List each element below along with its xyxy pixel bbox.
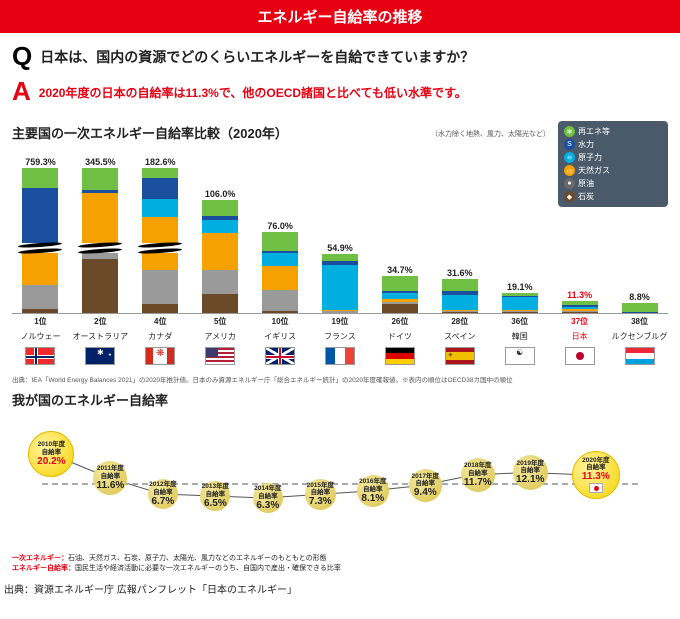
flag-icon: ❋ xyxy=(145,347,175,365)
legend: ✻再エネ等S水力⚛原子力▭天然ガス●原油◆石炭 xyxy=(558,121,668,207)
bar-column: 182.6% xyxy=(132,157,189,313)
flag-icon xyxy=(25,347,55,365)
japan-flag-icon xyxy=(589,483,603,493)
bar-column: 34.7% xyxy=(371,265,428,313)
bar-column: 11.3% xyxy=(551,290,608,313)
trend-bubble: 2011年度自給率11.6% xyxy=(93,461,127,495)
legend-item: ▭天然ガス xyxy=(562,164,664,177)
flag-icon: ⚜ xyxy=(445,347,475,365)
bar-column: 54.9% xyxy=(312,243,369,313)
trend-bubble: 2012年度自給率6.7% xyxy=(148,479,178,509)
bar-column: 8.8% xyxy=(611,292,668,313)
flag-icon xyxy=(385,347,415,365)
flag-icon xyxy=(625,347,655,365)
definition-row: 一次エネルギー：石油、天然ガス、石炭、原子力、太陽光、風力などのエネルギーのもと… xyxy=(12,553,668,563)
source-line: 出典：資源エネルギー庁 広報パンフレット「日本のエネルギー」 xyxy=(0,575,680,600)
q-mark: Q xyxy=(12,41,32,72)
trend-chart: 2010年度自給率20.2% 2011年度自給率11.6% 2012年度自給率6.7… xyxy=(12,413,668,543)
bar-column: 759.3% xyxy=(12,157,69,313)
legend-item: ●原油 xyxy=(562,177,664,190)
header-title: エネルギー自給率の推移 xyxy=(0,0,680,33)
trend-bubble: 2017年度自給率9.4% xyxy=(409,469,442,502)
bar-column: 31.6% xyxy=(431,268,488,313)
trend-bubble: 2020年度自給率11.3% xyxy=(572,451,620,499)
bar-column: 345.5% xyxy=(72,157,129,313)
trend-bubble: 2016年度自給率8.1% xyxy=(357,475,389,507)
a-mark: A xyxy=(12,76,31,107)
legend-note: （水力除く地熱、風力、太陽光など） xyxy=(431,129,550,139)
definitions: 一次エネルギー：石油、天然ガス、石炭、原子力、太陽光、風力などのエネルギーのもと… xyxy=(0,551,680,575)
bar-column: 76.0% xyxy=(252,221,309,313)
trend-baseline xyxy=(42,483,638,485)
trend-bubble: 2018年度自給率11.7% xyxy=(461,458,495,492)
bar-column: 106.0% xyxy=(192,189,249,313)
flag-icon: ✱⋆ xyxy=(85,347,115,365)
flag-icon: ☯ xyxy=(505,347,535,365)
flag-icon xyxy=(565,347,595,365)
trend-bubble: 2013年度自給率6.5% xyxy=(200,481,230,511)
trend-bubble: 2010年度自給率20.2% xyxy=(28,431,74,477)
a-text: 2020年度の日本の自給率は11.3%で、他のOECD諸国と比べても低い水準です… xyxy=(39,76,467,101)
qa-block: Q 日本は、国内の資源でどのくらいエネルギーを自給できていますか？ A 2020… xyxy=(0,33,680,119)
trend-bubble: 2014年度自給率6.3% xyxy=(253,483,283,513)
bar-chart: 主要国の一次エネルギー自給率比較（2020年） （水力除く地熱、風力、太陽光など… xyxy=(0,119,680,372)
trend-bubble: 2015年度自給率7.3% xyxy=(305,479,336,510)
legend-item: ⚛原子力 xyxy=(562,151,664,164)
legend-item: ✻再エネ等 xyxy=(562,125,664,138)
chart-footnote: 出典：IEA「World Energy Balances 2021」の2020年… xyxy=(0,372,680,386)
bar-column: 19.1% xyxy=(491,282,548,313)
definition-row: エネルギー自給率：国民生活や経済活動に必要な一次エネルギーのうち、自国内で産出・… xyxy=(12,563,668,573)
trend-title: 我が国のエネルギー自給率 xyxy=(0,386,680,409)
flag-icon xyxy=(205,347,235,365)
legend-item: S水力 xyxy=(562,138,664,151)
flag-icon xyxy=(325,347,355,365)
trend-bubble: 2019年度自給率12.1% xyxy=(513,455,548,490)
flag-icon xyxy=(265,347,295,365)
q-text: 日本は、国内の資源でどのくらいエネルギーを自給できていますか？ xyxy=(40,41,474,67)
legend-item: ◆石炭 xyxy=(562,190,664,203)
